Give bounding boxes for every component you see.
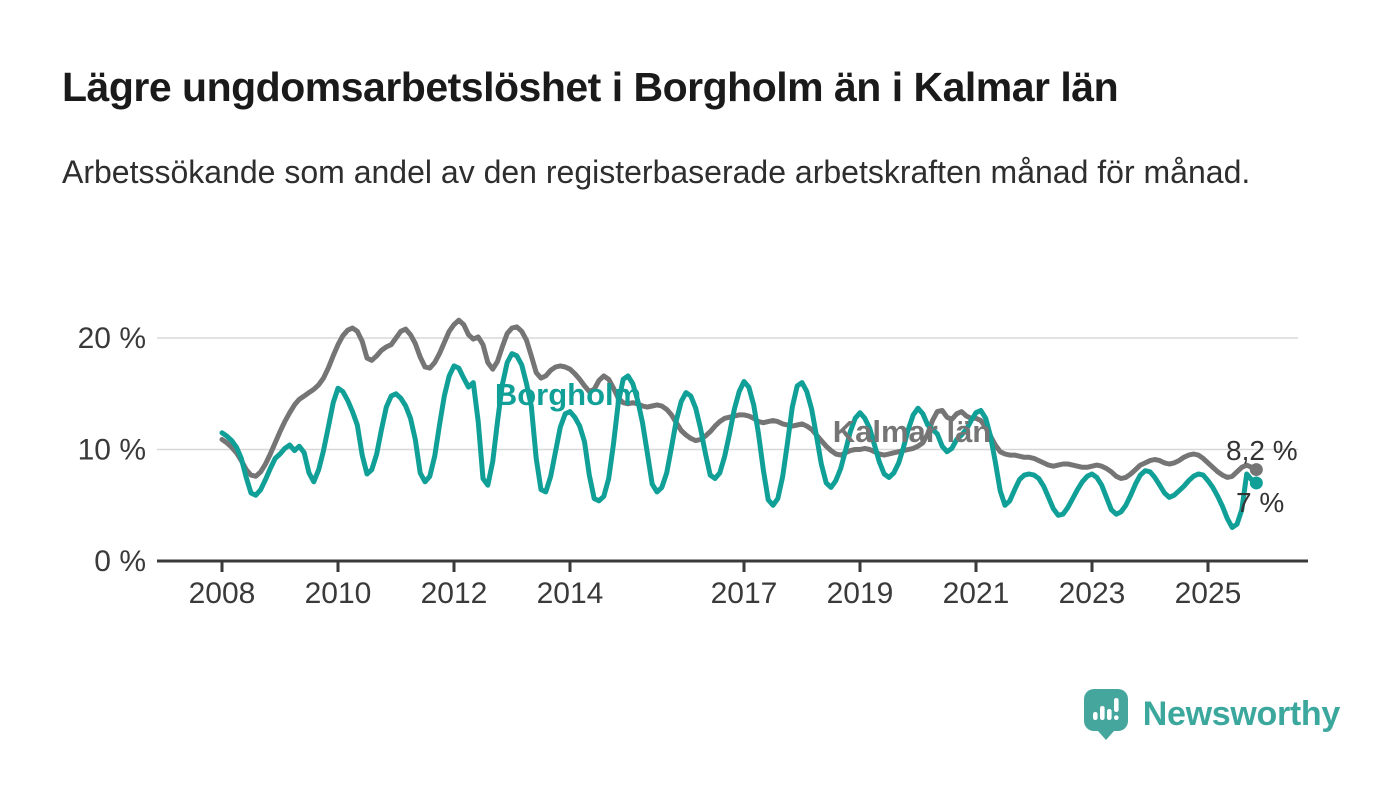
borgholm-line <box>219 351 1259 530</box>
y-axis-label: 10 % <box>78 434 146 467</box>
borgholm-end-label: 7 % <box>1236 487 1284 518</box>
kalmar-län-label: Kalmar län <box>833 414 992 449</box>
x-axis-label: 2017 <box>711 577 778 610</box>
logo-bar-2 <box>1099 706 1105 720</box>
kalmar-län-line <box>219 317 1259 481</box>
y-axis-label: 0 % <box>94 545 146 578</box>
kalmar-län-end-dot <box>1249 463 1263 477</box>
logo-bar-3 <box>1106 709 1112 720</box>
x-axis-label: 2008 <box>189 577 256 610</box>
x-axis-label: 2014 <box>537 577 604 610</box>
newsworthy-logo-text: Newsworthy <box>1142 694 1341 733</box>
x-axis-label: 2021 <box>943 577 1010 610</box>
kalmar-län-end-label: 8,2 % <box>1226 435 1298 466</box>
chart-title: Lägre ungdomsarbetslöshet i Borgholm än … <box>62 64 1119 110</box>
x-axis-label: 2012 <box>421 577 488 610</box>
x-axis-label: 2019 <box>827 577 894 610</box>
logo-bar-1 <box>1092 712 1098 720</box>
speech-bubble-shape <box>1083 689 1128 740</box>
borgholm-end-dot <box>1249 476 1263 490</box>
x-axis-label: 2010 <box>305 577 372 610</box>
logo-exclamation-bar <box>1113 698 1119 712</box>
newsworthy-logo-icon <box>1083 689 1128 740</box>
logo-exclamation-dot <box>1113 715 1119 720</box>
x-axis-label: 2025 <box>1175 577 1242 610</box>
x-axis-label: 2023 <box>1059 577 1126 610</box>
borgholm-label: Borgholm <box>495 377 641 412</box>
y-axis-label: 20 % <box>78 322 146 355</box>
newsworthy-logo: Newsworthy <box>1083 688 1340 740</box>
chart-subtitle: Arbetssökande som andel av den registerb… <box>62 154 1251 190</box>
